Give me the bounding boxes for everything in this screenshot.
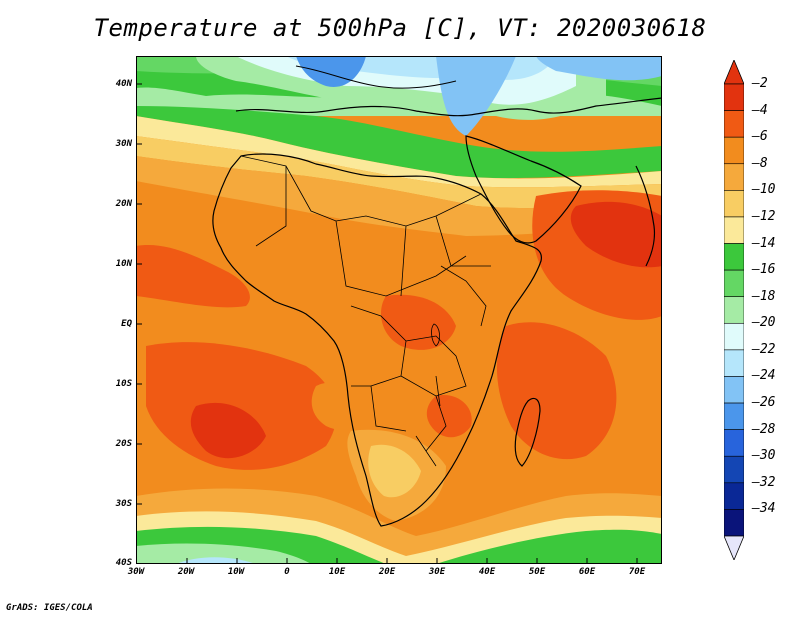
colorbar-label: –8	[752, 155, 768, 171]
lat-label-20n: 20N	[115, 199, 132, 209]
colorbar-swatch	[724, 190, 744, 218]
lat-label-20s: 20S	[115, 439, 132, 449]
lat-label-eq: EQ	[121, 319, 132, 329]
colorbar-swatch	[724, 296, 744, 324]
credit-text: GrADS: IGES/COLA	[6, 603, 93, 613]
colorbar-swatch	[724, 509, 744, 537]
lon-label-10w: 10W	[227, 567, 245, 577]
country-borders	[240, 155, 482, 227]
colorbar-label: –12	[752, 208, 776, 224]
colorbar-label: –28	[752, 421, 776, 437]
arabia-outline	[465, 135, 582, 244]
colorbar-swatch	[724, 376, 744, 404]
country-borders-north	[295, 65, 457, 89]
colorbar-label: –14	[752, 235, 776, 251]
colorbar-label: –20	[752, 315, 776, 331]
lon-label-60e: 60E	[578, 567, 596, 577]
colorbar	[724, 60, 744, 560]
colorbar-label: –24	[752, 368, 776, 384]
europe-coastline	[235, 97, 662, 117]
map-canvas	[136, 56, 662, 564]
colorbar-swatch	[724, 402, 744, 430]
lake-victoria	[431, 323, 440, 347]
colorbar-label: –4	[752, 102, 768, 118]
lat-label-30s: 30S	[115, 499, 132, 509]
chart-title: Temperature at 500hPa [C], VT: 202003061…	[93, 14, 707, 42]
lon-label-20e: 20E	[378, 567, 396, 577]
india-coastline	[635, 165, 656, 267]
lon-label-30e: 30E	[428, 567, 446, 577]
lon-label-40e: 40E	[478, 567, 496, 577]
colorbar-swatch	[724, 269, 744, 298]
colorbar-label: –30	[752, 448, 776, 464]
colorbar-swatch	[724, 455, 744, 484]
lat-label-40n: 40N	[115, 79, 132, 89]
colorbar-label: –6	[752, 129, 768, 145]
colorbar-top-arrow	[724, 60, 744, 85]
colorbar-swatch	[724, 83, 744, 111]
colorbar-swatch	[724, 136, 744, 165]
lon-label-70e: 70E	[628, 567, 646, 577]
madagascar-outline	[514, 397, 541, 467]
map-frame	[136, 56, 662, 564]
africa-coastline	[212, 153, 542, 527]
colorbar-swatch	[724, 243, 744, 271]
colorbar-swatch	[724, 322, 744, 351]
colorbar-label: –26	[752, 395, 776, 411]
colorbar-swatch	[724, 429, 744, 457]
lat-label-40s: 40S	[115, 558, 132, 568]
colorbar-swatch	[724, 216, 744, 244]
colorbar-swatch	[724, 349, 744, 377]
lat-label-30n: 30N	[115, 139, 132, 149]
temperature-map	[136, 56, 662, 564]
lon-label-30w: 30W	[127, 567, 145, 577]
colorbar-label: –22	[752, 341, 776, 357]
lon-label-20w: 20W	[177, 567, 195, 577]
colorbar-label: –10	[752, 182, 776, 198]
lat-label-10s: 10S	[115, 379, 132, 389]
colorbar-swatch	[724, 482, 744, 510]
colorbar-swatch	[724, 110, 744, 138]
lon-label-0: 0	[284, 567, 290, 577]
colorbar-swatch	[724, 163, 744, 191]
lon-label-50e: 50E	[528, 567, 546, 577]
colorbar-bottom-arrow	[724, 535, 744, 560]
lon-label-10e: 10E	[328, 567, 346, 577]
lat-label-10n: 10N	[115, 259, 132, 269]
colorbar-label: –32	[752, 474, 776, 490]
colorbar-label: –16	[752, 262, 776, 278]
colorbar-label: –34	[752, 501, 776, 517]
colorbar-label: –18	[752, 288, 776, 304]
colorbar-label: –2	[752, 76, 768, 91]
